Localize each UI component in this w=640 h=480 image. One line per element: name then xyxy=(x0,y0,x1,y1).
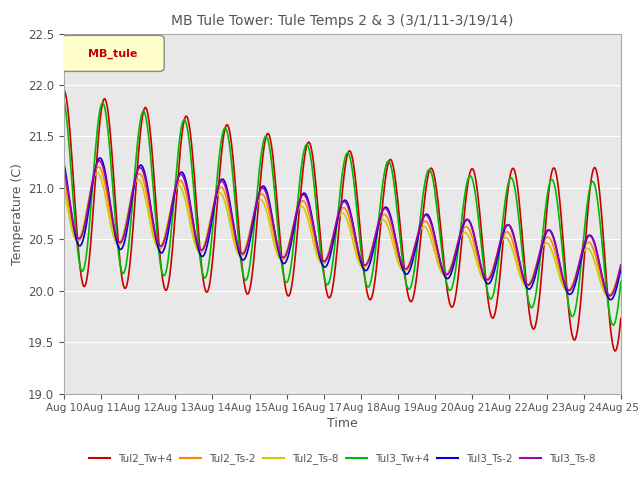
Line: Tul2_Ts-8: Tul2_Ts-8 xyxy=(64,173,621,296)
Tul2_Ts-2 xyxy=(95,164,102,170)
Tul2_Ts-2 xyxy=(601,287,609,293)
Line: Tul3_Ts-2: Tul3_Ts-2 xyxy=(64,158,621,300)
Tul2_Ts-8 xyxy=(60,185,68,191)
Legend: Tul2_Tw+4, Tul2_Ts-2, Tul2_Ts-8, Tul3_Tw+4, Tul3_Ts-2, Tul3_Ts-8: Tul2_Tw+4, Tul2_Ts-2, Tul2_Ts-8, Tul3_Tw… xyxy=(85,449,600,468)
Tul3_Ts-8 xyxy=(606,293,614,299)
Tul2_Ts-8 xyxy=(88,179,96,185)
Line: Tul2_Ts-2: Tul2_Ts-2 xyxy=(64,167,621,297)
Tul3_Ts-2 xyxy=(601,284,609,290)
Y-axis label: Temperature (C): Temperature (C) xyxy=(11,163,24,264)
Tul3_Ts-2 xyxy=(96,155,104,161)
Tul2_Ts-8 xyxy=(316,260,324,265)
Tul2_Ts-2 xyxy=(88,180,96,186)
Tul2_Ts-8 xyxy=(601,290,609,296)
Tul2_Ts-8 xyxy=(604,293,612,299)
Tul2_Tw+4 xyxy=(617,315,625,321)
Tul3_Tw+4 xyxy=(609,322,617,328)
Tul3_Ts-8 xyxy=(601,284,609,290)
Tul3_Ts-2 xyxy=(499,232,506,238)
X-axis label: Time: Time xyxy=(327,418,358,431)
Tul2_Ts-8 xyxy=(93,170,101,176)
Tul3_Ts-8 xyxy=(617,262,625,268)
Tul3_Ts-8 xyxy=(60,166,68,171)
Line: Tul3_Ts-8: Tul3_Ts-8 xyxy=(64,161,621,296)
Tul2_Ts-8 xyxy=(617,264,625,269)
Tul2_Tw+4 xyxy=(331,270,339,276)
Tul2_Ts-2 xyxy=(499,234,506,240)
Tul3_Tw+4 xyxy=(60,97,68,103)
Tul2_Ts-2 xyxy=(316,257,324,263)
Tul2_Ts-8 xyxy=(331,225,339,230)
Line: Tul3_Tw+4: Tul3_Tw+4 xyxy=(64,100,621,325)
Tul3_Ts-2 xyxy=(331,229,339,235)
Tul2_Tw+4 xyxy=(499,246,506,252)
Tul3_Tw+4 xyxy=(316,243,324,249)
Tul3_Tw+4 xyxy=(88,184,96,190)
Tul2_Ts-8 xyxy=(601,291,609,297)
Tul3_Tw+4 xyxy=(499,221,506,227)
Tul3_Ts-2 xyxy=(88,182,96,188)
Tul2_Tw+4 xyxy=(88,218,96,224)
Title: MB Tule Tower: Tule Temps 2 & 3 (3/1/11-3/19/14): MB Tule Tower: Tule Temps 2 & 3 (3/1/11-… xyxy=(172,14,513,28)
Tul3_Tw+4 xyxy=(600,266,608,272)
Tul3_Tw+4 xyxy=(331,242,339,248)
Tul3_Ts-8 xyxy=(331,225,339,230)
Tul3_Ts-2 xyxy=(617,267,625,273)
Tul3_Ts-8 xyxy=(88,178,96,184)
Tul2_Tw+4 xyxy=(60,87,68,93)
FancyBboxPatch shape xyxy=(61,36,164,72)
Text: MB_tule: MB_tule xyxy=(88,48,138,59)
Line: Tul2_Tw+4: Tul2_Tw+4 xyxy=(64,90,621,351)
Tul2_Tw+4 xyxy=(611,348,619,354)
Tul2_Ts-8 xyxy=(499,237,506,243)
Tul2_Ts-2 xyxy=(601,288,609,293)
Tul3_Tw+4 xyxy=(617,279,625,285)
Tul3_Tw+4 xyxy=(601,269,609,275)
Tul2_Tw+4 xyxy=(316,229,324,235)
Tul3_Ts-2 xyxy=(316,256,324,262)
Tul3_Ts-8 xyxy=(316,253,324,259)
Tul2_Tw+4 xyxy=(600,248,608,254)
Tul3_Ts-8 xyxy=(499,229,506,235)
Tul3_Ts-2 xyxy=(601,286,609,291)
Tul3_Ts-8 xyxy=(601,283,609,289)
Tul2_Ts-2 xyxy=(331,226,339,232)
Tul3_Ts-8 xyxy=(95,158,103,164)
Tul2_Ts-2 xyxy=(605,294,613,300)
Tul2_Ts-2 xyxy=(617,264,625,270)
Tul3_Ts-2 xyxy=(60,161,68,167)
Tul3_Ts-2 xyxy=(607,297,614,302)
Tul2_Tw+4 xyxy=(601,252,609,258)
Tul2_Ts-2 xyxy=(60,174,68,180)
